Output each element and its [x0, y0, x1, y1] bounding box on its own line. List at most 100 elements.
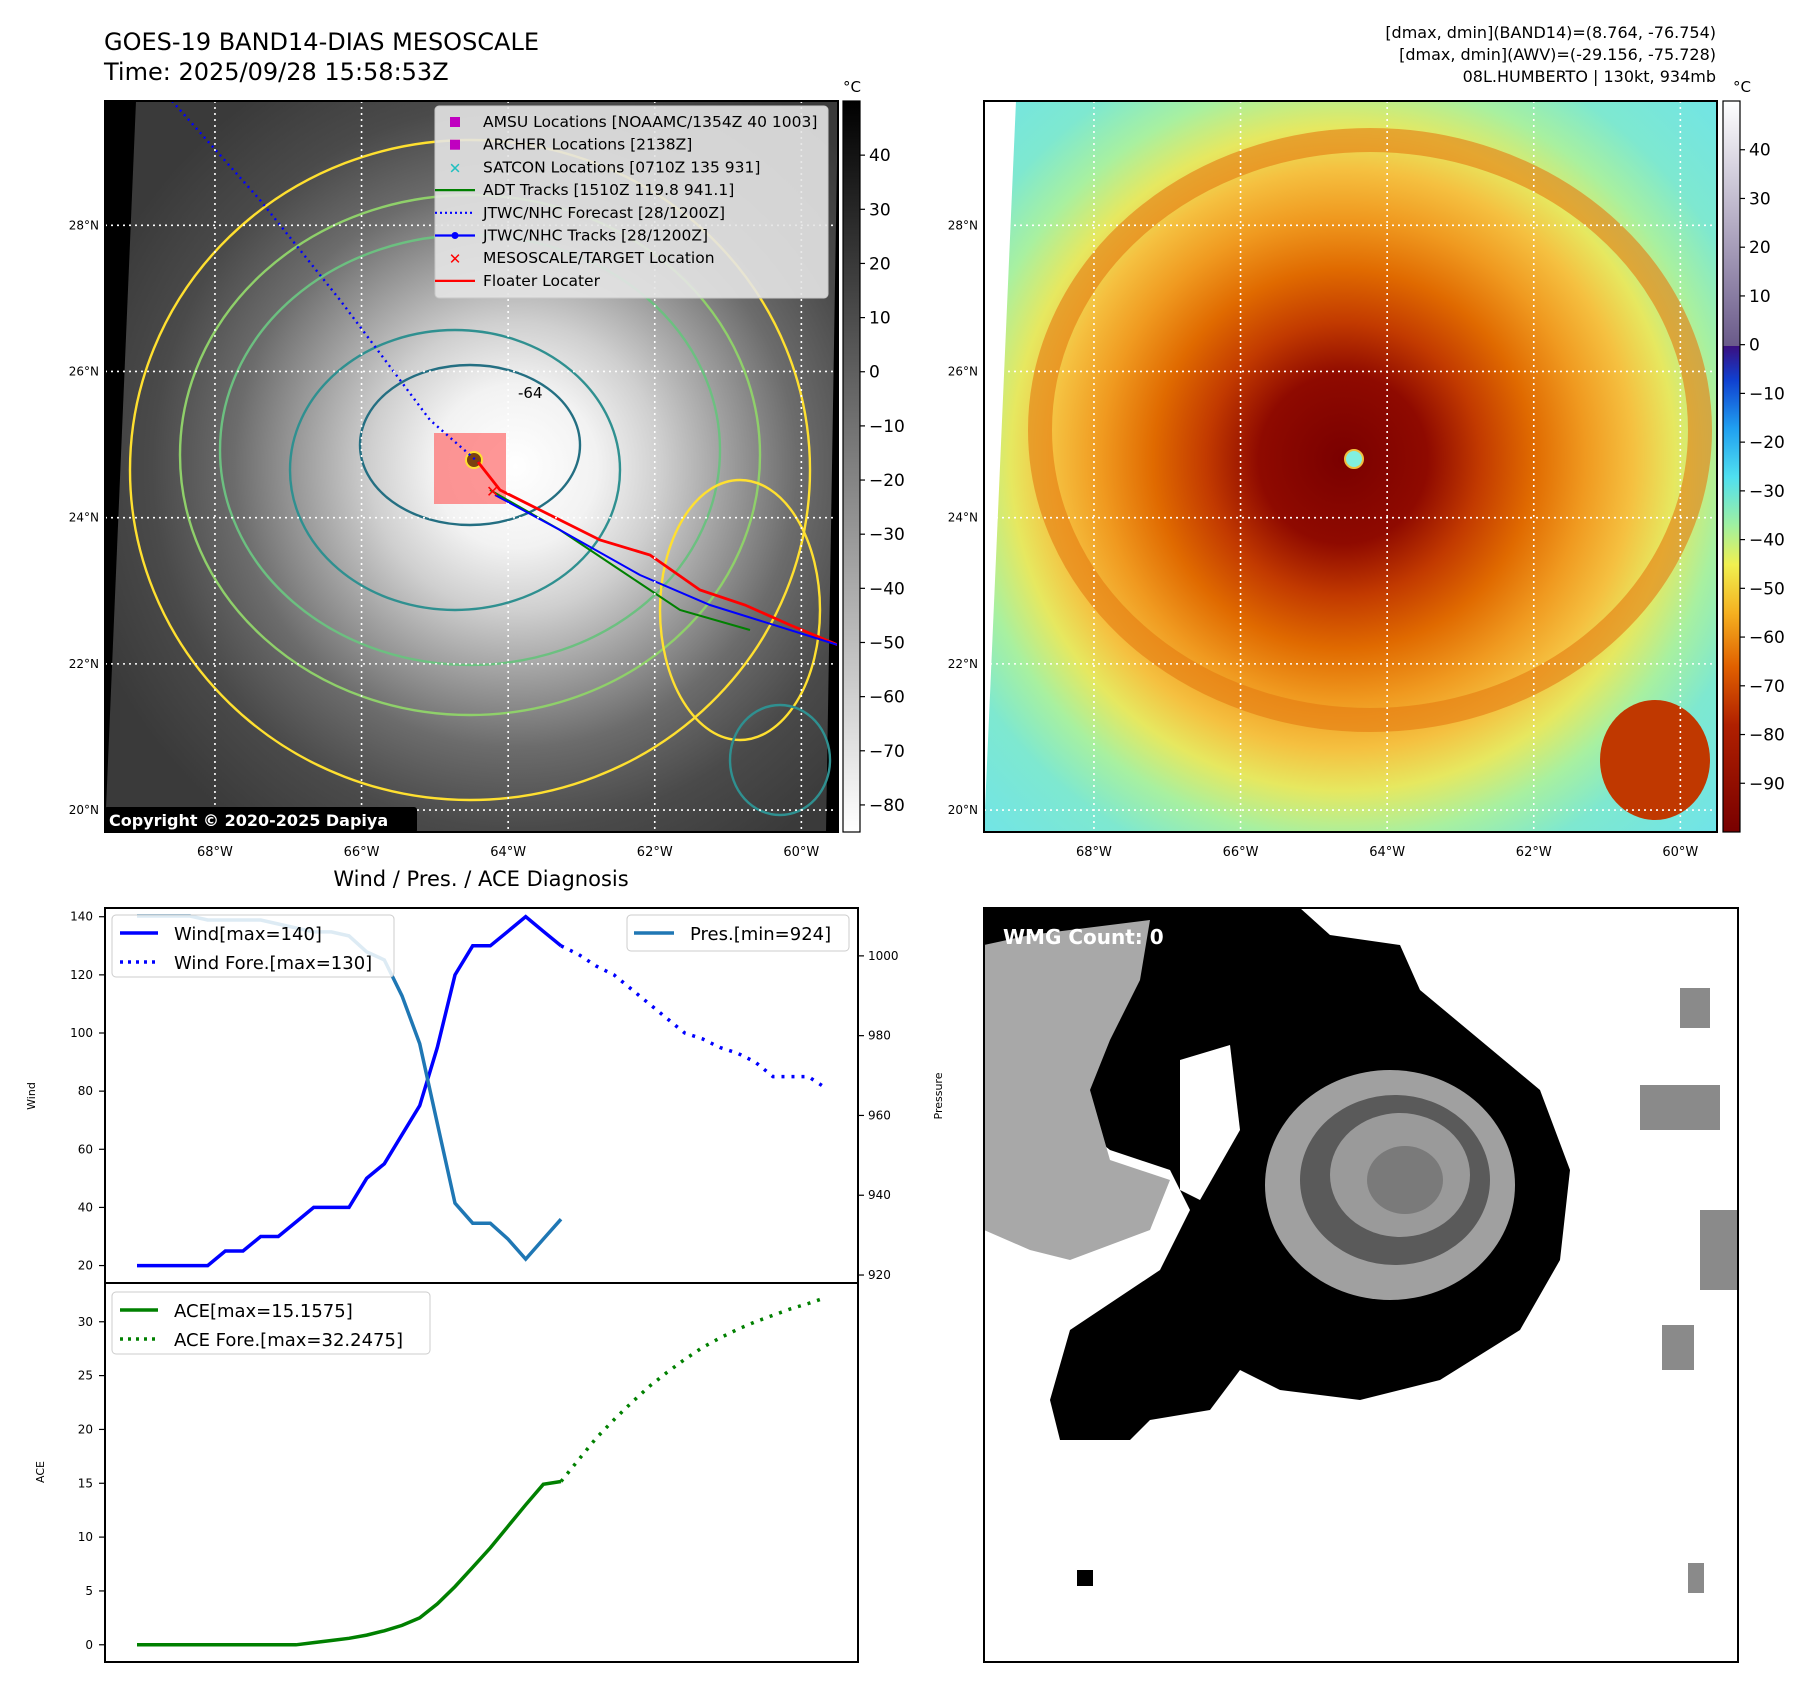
lon-tick-label: 68°W [1076, 845, 1112, 860]
colorbar-tick-label: −30 [1749, 482, 1785, 502]
colorbar-tick-label: 10 [1749, 287, 1771, 307]
lat-tick-label: 26°N [69, 364, 99, 378]
colorbar-left-ticks: 40 30 20 10 0 −10 −20 −30 −40 −50 −60 −70 −80 [860, 146, 905, 816]
contours [128, 138, 832, 817]
lon-tick-label: 68°W [197, 845, 233, 860]
legend-dot [451, 232, 459, 239]
y2-tick-label: 960 [868, 1108, 891, 1122]
wmg-grey-band [984, 920, 1170, 1260]
legend-label: JTWC/NHC Forecast [28/1200Z] [482, 204, 725, 222]
contour-outer-band-inner [728, 703, 832, 817]
lon-tick-label: 64°W [490, 845, 526, 860]
pres-legend-box [626, 914, 850, 952]
lon-tick-label: 62°W [1516, 845, 1552, 860]
figure-time: Time: 2025/09/28 15:58:53Z [103, 58, 449, 86]
wind-fore-legend-label: Wind Fore.[max=130] [174, 953, 372, 974]
figure-title: GOES-19 BAND14-DIAS MESOSCALE [104, 28, 539, 56]
copyright-box [104, 807, 417, 833]
legend-marker-x: ✕ [449, 250, 462, 268]
pressure-ylabel: Pressure [932, 1072, 945, 1119]
no-data-wedge-right [984, 101, 1016, 832]
ir-color-map: 68°W 66°W 64°W 62°W 60°W 28°N 26°N 24°N 22°N 20°N [948, 100, 1718, 860]
series-line [137, 1479, 562, 1647]
lat-tick-label: 28°N [69, 218, 99, 232]
colorbar-tick-label: 0 [1749, 336, 1760, 356]
colorbar-tick-label: −20 [869, 471, 905, 491]
lat-tick-label: 22°N [69, 657, 99, 671]
lat-tick-label: 24°N [69, 511, 99, 525]
map-legend: AMSU Locations [NOAAMC/1354Z 40 1003] ARC… [434, 105, 829, 299]
no-data-edge-right [826, 101, 838, 832]
y-tick-label: 80 [78, 1084, 93, 1098]
lat-tick-label: 20°N [69, 803, 99, 817]
target-marker: ✕ [486, 482, 499, 501]
y-tick-label: 15 [78, 1476, 93, 1490]
ace-legend-label: ACE[max=15.1575] [174, 1301, 353, 1322]
lon-tick-label: 62°W [637, 845, 673, 860]
copyright: Copyright © 2020-2025 Dapiya [109, 811, 388, 830]
wind-ylabel: Wind [25, 1082, 38, 1110]
wmg-outer-patch-2 [1700, 1210, 1738, 1290]
colorbar-tick-label: 0 [869, 363, 880, 383]
contour-teal [288, 328, 622, 612]
colorbar-tick-label: −50 [1749, 579, 1785, 599]
colorbar-right-bottom [1723, 346, 1740, 832]
colorbar-tick-label: −30 [869, 525, 905, 545]
y-tick-label: 60 [78, 1142, 93, 1156]
colorbar-tick-label: 40 [1749, 141, 1771, 161]
colorbar-tick-label: 30 [869, 200, 891, 220]
lon-tick-label: 64°W [1369, 845, 1405, 860]
colorbar-tick-label: −90 [1749, 774, 1785, 794]
lon-tick-label: 66°W [344, 845, 380, 860]
colorbar-right-ticks: 40 30 20 10 0 −10 −20 −30 −40 −50 −60 −70 −80 −90 [1740, 141, 1785, 794]
colorbar-tick-label: −40 [869, 579, 905, 599]
legend-label: AMSU Locations [NOAAMC/1354Z 40 1003] [483, 113, 817, 131]
lon-tick-label: 66°W [1223, 845, 1259, 860]
colorbar-tick-label: −10 [869, 417, 905, 437]
wind-legend-box [111, 914, 395, 978]
ace-chart: 0 5 10 15 20 25 30 ACE ACE[max=15.1575] ACE Fo… [34, 1282, 859, 1663]
lon-tick-label: 60°W [1662, 845, 1698, 860]
map-tick-labels-left: 68°W 66°W 64°W 62°W 60°W 28°N 26°N 24°N 22°N 20°N [69, 218, 820, 860]
colorbar-tick-label: −40 [1749, 531, 1785, 551]
lat-tick-label: 28°N [948, 218, 978, 232]
y2-tick-label: 1000 [868, 949, 899, 963]
colorbar-tick-label: −80 [1749, 726, 1785, 746]
wmg-black-speck [1077, 1570, 1093, 1586]
legend-label: MESOSCALE/TARGET Location [483, 249, 715, 267]
wmg-outer-patch-3 [1662, 1325, 1694, 1370]
info-band14: [dmax, dmin](BAND14)=(8.764, -76.754) [1385, 23, 1716, 42]
no-data-wedge [105, 101, 136, 832]
wmg-outer-patch-4 [1680, 988, 1710, 1028]
ace-ylabel: ACE [34, 1461, 47, 1483]
pres-legend-label: Pres.[min=924] [690, 924, 831, 945]
y-tick-label: 25 [78, 1369, 93, 1383]
colorbar-tick-label: −80 [869, 796, 905, 816]
map-frame-right [983, 100, 1718, 833]
y-tick-label: 20 [78, 1422, 93, 1436]
wind-pressure-chart: 20 40 60 80 100 120 140 920 940 960 980 1000 Wind P… [25, 907, 945, 1284]
wmg-count: WMG Count: 0 [1003, 925, 1164, 949]
contour-label: -64 [518, 384, 543, 402]
legend-label: ADT Tracks [1510Z 119.8 941.1] [483, 181, 734, 199]
contour-dark-teal [358, 363, 582, 527]
y2-tick-label: 920 [868, 1268, 891, 1282]
series-line [137, 914, 563, 1268]
colorbar-right-unit: °C [1733, 78, 1751, 96]
y-tick-label: 40 [78, 1200, 93, 1214]
y-tick-label: 0 [85, 1638, 93, 1652]
wmg-frame [983, 907, 1739, 1663]
y-tick-label: 120 [70, 968, 93, 982]
legend-label: SATCON Locations [0710Z 135 931] [483, 158, 760, 176]
colorbar-left-ramp [842, 100, 861, 833]
lat-tick-label: 22°N [948, 657, 978, 671]
colorbar-right: °C 40 30 20 10 0 −10 −20 −30 −40 −50 −60 −70 −80 −90 [1722, 78, 1785, 833]
y2-tick-label: 980 [868, 1029, 891, 1043]
y-tick-label: 5 [85, 1584, 93, 1598]
outer-rainband [1600, 700, 1710, 820]
grid-right [984, 101, 1717, 832]
colorbar-right-frame [1722, 100, 1741, 833]
ace-fore-legend-label: ACE Fore.[max=32.2475] [174, 1330, 403, 1351]
colorbar-left-unit: °C [843, 78, 861, 96]
series-line [560, 944, 827, 1090]
